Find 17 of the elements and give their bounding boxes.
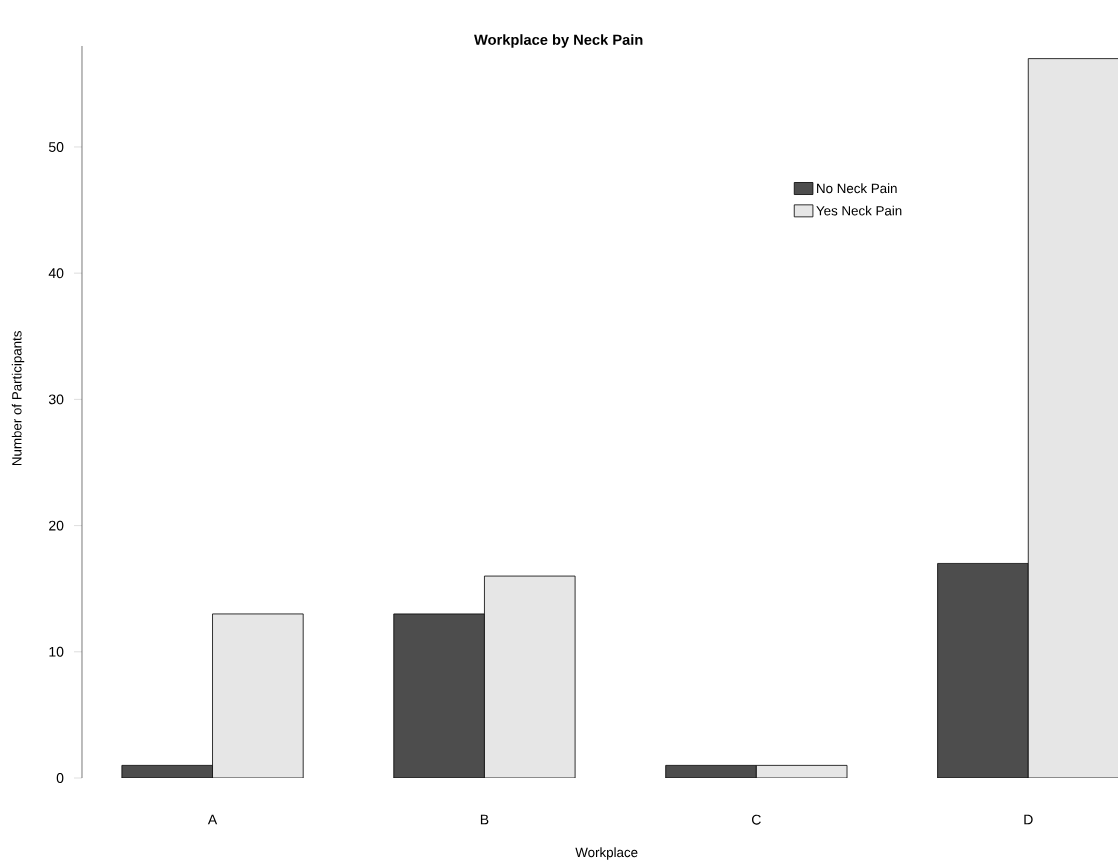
- y-tick-label: 30: [48, 394, 64, 405]
- x-tick-label: B: [480, 814, 489, 825]
- y-tick-label: 10: [49, 646, 64, 657]
- y-tick-label: 0: [56, 773, 64, 783]
- x-axis-title: Workplace: [575, 847, 638, 860]
- legend-label: No Neck Pain: [817, 183, 897, 194]
- x-tick-label: A: [207, 814, 218, 825]
- chart-title: Workplace by Neck Pain: [474, 34, 643, 48]
- y-tick-label: 20: [49, 520, 64, 531]
- x-tick-label: C: [752, 814, 761, 825]
- bar: [937, 563, 1029, 778]
- y-tick-label: 50: [48, 142, 64, 152]
- x-tick-label: D: [1024, 814, 1033, 825]
- y-axis-title: Number of Participants: [11, 331, 25, 466]
- bar: [393, 613, 485, 778]
- legend-label: Yes Neck Pain: [816, 205, 902, 216]
- y-tick-label: 40: [48, 268, 64, 279]
